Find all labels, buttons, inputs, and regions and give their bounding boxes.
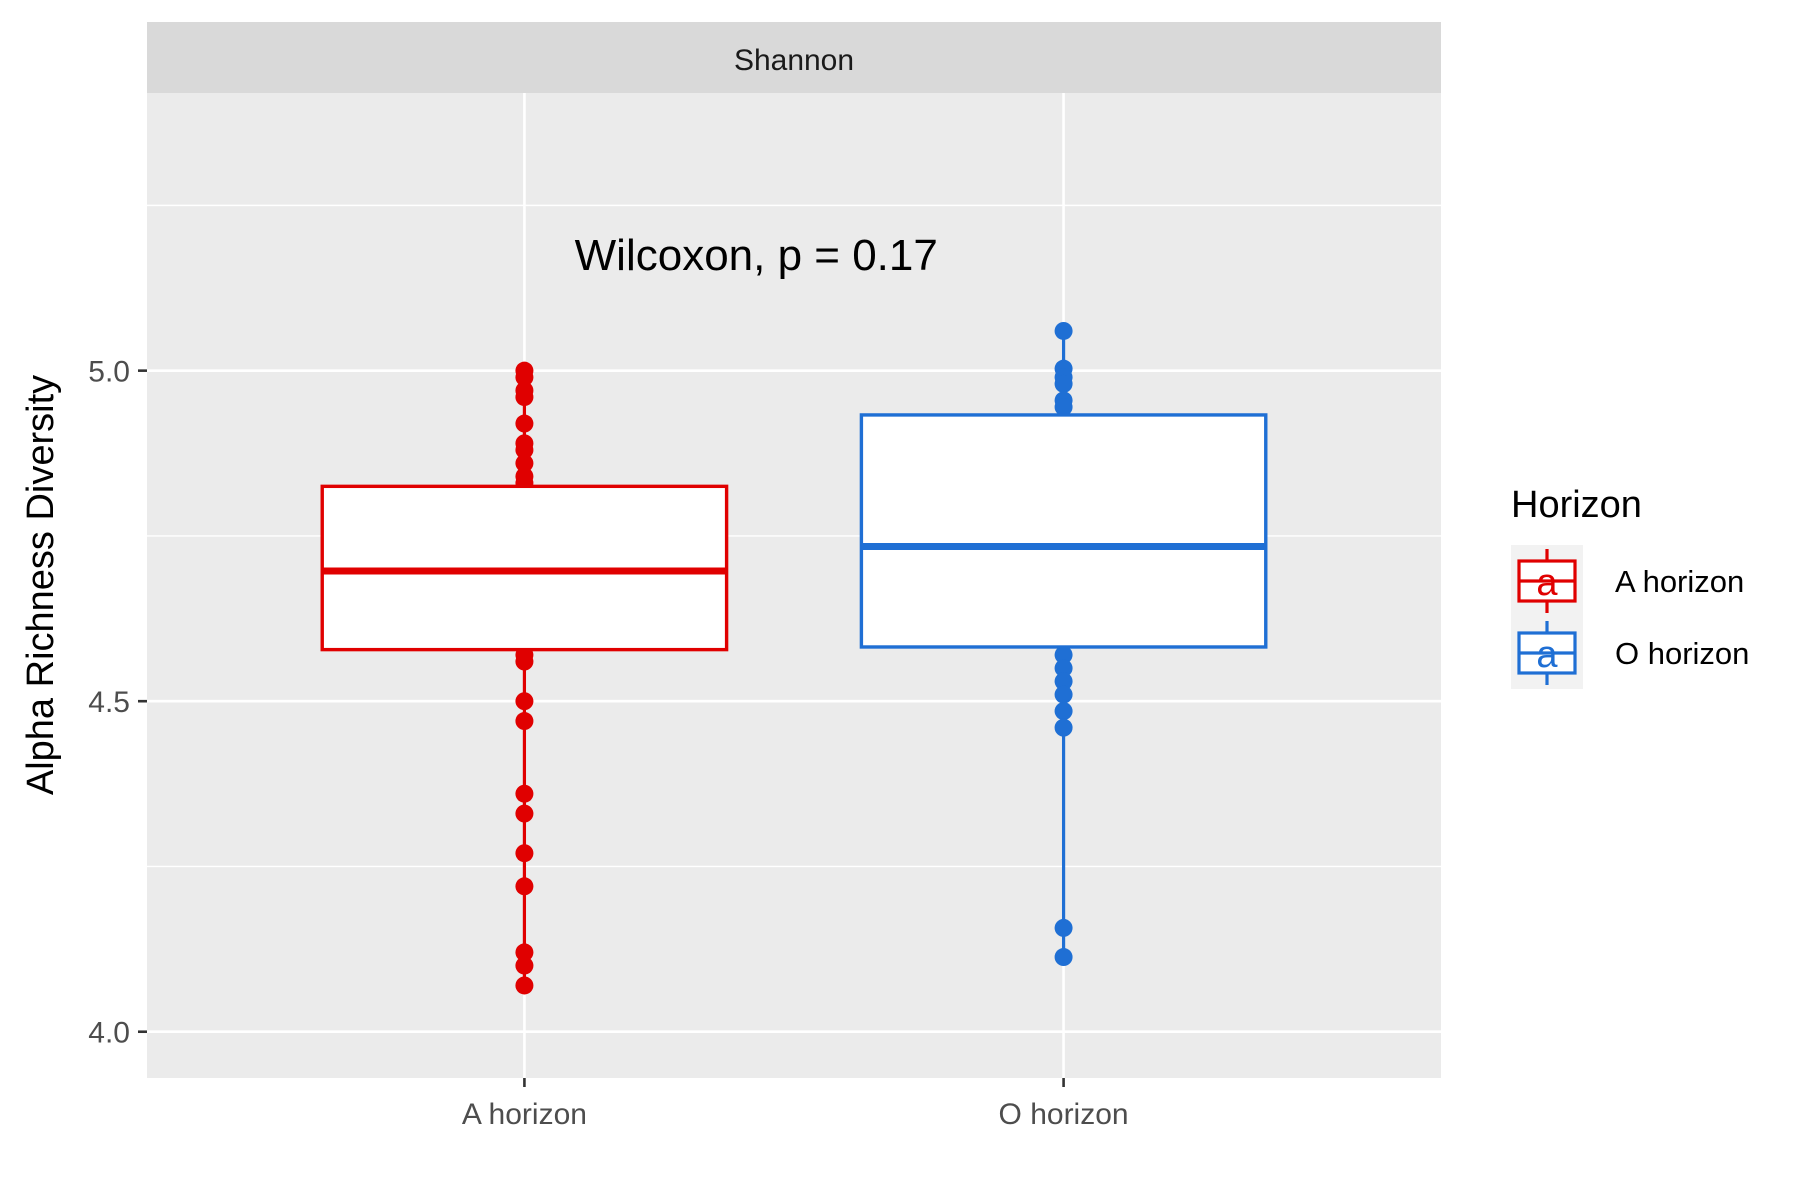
box-group-1 — [859, 321, 1268, 967]
data-point-1-11 — [1054, 718, 1073, 737]
data-point-0-14 — [515, 784, 534, 803]
data-point-1-0 — [1054, 321, 1073, 340]
legend: Horizon a A horizon a O horizon — [1511, 484, 1749, 689]
data-point-1-3 — [1054, 374, 1073, 393]
box-series — [320, 321, 1268, 995]
data-point-1-5 — [1054, 398, 1073, 417]
legend-title: Horizon — [1511, 484, 1642, 526]
data-point-1-12 — [1054, 918, 1073, 937]
wilcoxon-annotation: Wilcoxon, p = 0.17 — [575, 231, 938, 280]
facet-strip — [147, 22, 1441, 93]
data-point-0-11 — [515, 652, 534, 671]
data-point-0-17 — [515, 877, 534, 896]
data-point-0-6 — [515, 440, 534, 459]
facet-strip-label: Shannon — [734, 44, 854, 77]
y-tick-label-1: 4.5 — [88, 686, 130, 719]
data-point-1-8 — [1054, 672, 1073, 691]
data-point-0-12 — [515, 692, 534, 711]
data-point-1-13 — [1054, 948, 1073, 967]
data-point-0-3 — [515, 388, 534, 407]
data-point-0-16 — [515, 844, 534, 863]
data-point-1-6 — [1054, 645, 1073, 664]
data-point-0-7 — [515, 454, 534, 473]
box-1 — [859, 413, 1268, 649]
y-tick-label-2: 5.0 — [88, 356, 130, 389]
data-point-0-18 — [515, 943, 534, 962]
data-point-0-20 — [515, 976, 534, 995]
legend-key-glyph-0: a — [1536, 562, 1558, 604]
legend-label-0: A horizon — [1615, 564, 1744, 599]
data-point-1-7 — [1054, 659, 1073, 678]
data-point-0-4 — [515, 414, 534, 433]
y-axis-title: Alpha Richness Diversity — [20, 375, 62, 795]
data-point-1-10 — [1054, 702, 1073, 721]
x-tick-label-1: O horizon — [999, 1098, 1129, 1131]
legend-key-glyph-1: a — [1536, 634, 1558, 676]
data-point-0-1 — [515, 368, 534, 387]
x-axis: A horizon O horizon — [462, 1078, 1129, 1131]
data-point-1-9 — [1054, 685, 1073, 704]
x-tick-label-0: A horizon — [462, 1098, 587, 1131]
legend-label-1: O horizon — [1615, 636, 1749, 671]
box-group-0 — [320, 361, 729, 995]
y-axis: 4.0 4.5 5.0 — [88, 356, 147, 1050]
legend-key-1: a — [1511, 617, 1583, 689]
y-tick-label-0: 4.0 — [88, 1017, 130, 1050]
legend-key-0: a — [1511, 545, 1583, 617]
data-point-0-15 — [515, 804, 534, 823]
data-point-0-19 — [515, 956, 534, 975]
data-point-0-13 — [515, 712, 534, 731]
